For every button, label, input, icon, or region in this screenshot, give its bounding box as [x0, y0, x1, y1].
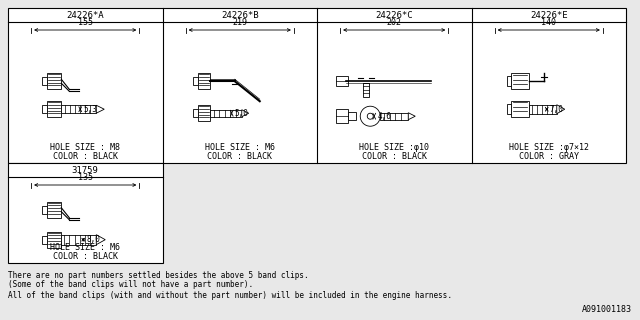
Text: COLOR : BLACK: COLOR : BLACK [207, 152, 272, 161]
Polygon shape [408, 113, 415, 120]
Bar [61, 235, 96, 245]
Bar [198, 105, 210, 121]
Bar [529, 105, 557, 114]
Bar [336, 109, 348, 123]
Bar [42, 236, 47, 244]
Circle shape [360, 106, 380, 126]
Text: 24226*E: 24226*E [530, 11, 568, 20]
Text: 219: 219 [232, 18, 247, 27]
Bar [198, 73, 210, 89]
Text: HOLE SIZE : M8: HOLE SIZE : M8 [51, 143, 120, 152]
Text: 155: 155 [77, 18, 93, 27]
Circle shape [367, 113, 373, 119]
Text: 24226*B: 24226*B [221, 11, 259, 20]
Text: COLOR : BLACK: COLOR : BLACK [362, 152, 427, 161]
Text: 5,3: 5,3 [83, 105, 97, 114]
Text: COLOR : BLACK: COLOR : BLACK [52, 252, 118, 261]
Bar [47, 202, 61, 218]
Text: 4,6: 4,6 [377, 112, 391, 121]
Text: HOLE SIZE :φ7×12: HOLE SIZE :φ7×12 [509, 143, 589, 152]
Polygon shape [242, 110, 249, 117]
Text: 140: 140 [541, 18, 556, 27]
Text: HOLE SIZE :φ10: HOLE SIZE :φ10 [359, 143, 429, 152]
Bar [47, 232, 61, 248]
Bar [210, 110, 242, 117]
Bar [380, 113, 408, 120]
Bar [42, 77, 47, 85]
Bar [336, 76, 348, 86]
Bar [364, 83, 369, 97]
Text: 5,0: 5,0 [235, 109, 248, 118]
Polygon shape [557, 105, 564, 114]
Text: COLOR : BLACK: COLOR : BLACK [52, 152, 118, 161]
Text: (Some of the band clips will not have a part number).: (Some of the band clips will not have a … [8, 280, 253, 289]
Text: There are no part numbers settled besides the above 5 band clips.: There are no part numbers settled beside… [8, 271, 308, 280]
Bar [8, 8, 626, 163]
Text: 24226*A: 24226*A [67, 11, 104, 20]
Text: HOLE SIZE : M6: HOLE SIZE : M6 [205, 143, 275, 152]
Text: HOLE SIZE : M6: HOLE SIZE : M6 [51, 243, 120, 252]
Bar [348, 112, 356, 120]
Bar [193, 77, 198, 85]
Text: 8,0: 8,0 [86, 235, 100, 244]
Text: All of the band clips (with and without the part number) will be included in the: All of the band clips (with and without … [8, 291, 452, 300]
Text: 202: 202 [387, 18, 402, 27]
Text: 31759: 31759 [72, 165, 99, 174]
Polygon shape [96, 235, 105, 245]
Bar [42, 206, 47, 214]
Text: 24226*C: 24226*C [376, 11, 413, 20]
Polygon shape [96, 105, 104, 113]
Bar [61, 105, 96, 113]
Bar [8, 163, 163, 263]
Bar [507, 76, 511, 86]
Bar [42, 105, 47, 113]
Bar [47, 101, 61, 117]
Bar [47, 73, 61, 89]
Text: A091001183: A091001183 [582, 305, 632, 314]
Text: 135: 135 [77, 173, 93, 182]
Text: COLOR : GRAY: COLOR : GRAY [519, 152, 579, 161]
Bar [511, 101, 529, 117]
Bar [511, 73, 529, 89]
Bar [507, 104, 511, 114]
Bar [193, 109, 198, 117]
Text: 7,0: 7,0 [550, 105, 564, 114]
